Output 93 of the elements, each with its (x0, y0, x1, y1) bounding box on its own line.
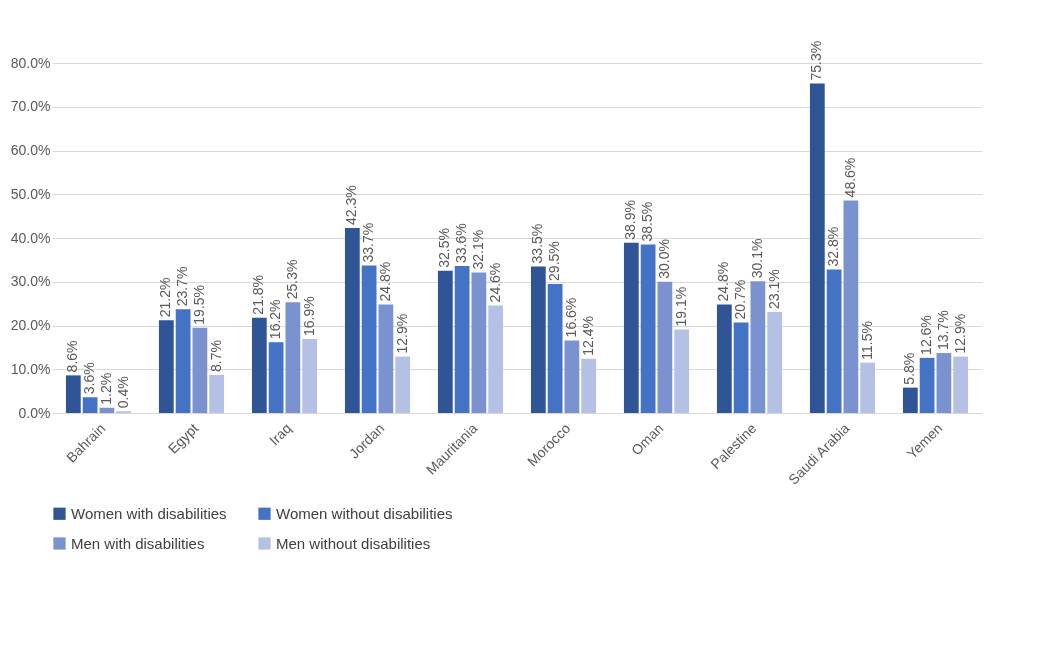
data-label: 48.6% (841, 157, 858, 198)
bar (378, 304, 394, 413)
bar (657, 281, 673, 413)
data-label: 19.1% (672, 286, 689, 327)
data-label: 25.3% (283, 259, 300, 300)
bar (437, 270, 453, 413)
bar (674, 329, 690, 413)
data-label: 3.6% (81, 362, 98, 395)
data-label: 11.5% (858, 321, 875, 360)
y-tick-label: 20.0% (10, 317, 51, 333)
bar (285, 302, 301, 413)
data-label: 42.3% (343, 185, 360, 225)
data-label: 20.7% (732, 279, 749, 320)
bar (395, 356, 411, 413)
y-tick-label: 10.0% (10, 360, 51, 377)
bar (809, 83, 825, 413)
bar (488, 305, 504, 413)
bar (251, 317, 267, 413)
y-tick-label: 30.0% (10, 273, 51, 290)
bar (564, 340, 580, 413)
bar (302, 339, 318, 413)
bar (99, 407, 115, 413)
bar (175, 309, 191, 413)
data-label: 23.7% (174, 266, 191, 307)
bar (268, 342, 284, 413)
bar (953, 356, 969, 413)
data-label: 32.8% (825, 226, 842, 267)
legend-label: Men without disabilities (276, 534, 431, 552)
data-label: 8.7% (207, 340, 224, 372)
data-label: 5.8% (901, 352, 918, 385)
bar (581, 358, 597, 413)
data-label: 12.4% (579, 316, 596, 356)
bar (826, 269, 842, 413)
y-tick-label: 70.0% (10, 98, 51, 115)
data-label: 12.9% (393, 313, 410, 354)
data-label: 33.6% (453, 223, 470, 263)
bar (936, 353, 952, 413)
legend-label: Women with disabilities (71, 504, 227, 522)
data-label: 16.2% (267, 299, 284, 340)
bar (158, 320, 174, 413)
bar (547, 283, 563, 413)
data-label: 24.8% (376, 261, 393, 302)
y-tick-label: 60.0% (10, 142, 51, 158)
data-label: 1.2% (97, 372, 114, 405)
bar (209, 374, 225, 413)
data-label: 21.2% (157, 277, 174, 318)
x-tick-label: Iraq (266, 420, 295, 449)
bar (902, 387, 918, 413)
legend-label: Women without disabilities (276, 504, 453, 522)
data-label: 21.8% (250, 274, 267, 315)
data-label: 33.5% (529, 223, 546, 264)
y-tick-label: 40.0% (10, 229, 51, 246)
bar (733, 322, 749, 413)
bar (750, 281, 766, 413)
data-label: 75.3% (808, 40, 825, 81)
data-label: 38.9% (622, 200, 639, 240)
bar (716, 304, 732, 413)
data-label: 13.7% (934, 310, 951, 351)
data-label: 12.6% (918, 315, 935, 355)
bar (344, 227, 360, 413)
bar (843, 200, 859, 413)
bar (471, 272, 487, 413)
data-label: 0.4% (114, 376, 131, 409)
data-label: 30.1% (748, 238, 765, 279)
data-label: 33.7% (360, 222, 377, 263)
bar (454, 266, 470, 413)
data-label: 8.6% (64, 340, 81, 373)
bar (640, 244, 656, 413)
data-label: 12.9% (951, 313, 968, 354)
data-label: 24.6% (486, 262, 503, 303)
bar (623, 242, 639, 413)
bar (860, 362, 876, 413)
legend-label: Men with disabilities (71, 534, 205, 552)
data-label: 29.5% (546, 241, 563, 281)
data-label: 38.5% (639, 201, 656, 242)
y-tick-label: 0.0% (18, 404, 51, 421)
data-label: 24.8% (715, 261, 732, 302)
bar (530, 266, 546, 413)
bar (82, 397, 98, 413)
data-label: 32.1% (469, 229, 486, 270)
y-tick-label: 80.0% (10, 54, 51, 71)
bar (361, 265, 377, 413)
data-label: 19.5% (190, 284, 207, 325)
data-label: 16.6% (562, 297, 579, 338)
bar (192, 327, 208, 413)
y-tick-label: 50.0% (10, 185, 51, 202)
bar (919, 357, 935, 413)
data-label: 30.0% (655, 239, 672, 279)
data-label: 23.1% (765, 269, 782, 309)
data-label: 32.5% (436, 228, 453, 268)
bar (65, 375, 81, 413)
bar (767, 311, 783, 413)
data-label: 16.9% (300, 296, 317, 337)
